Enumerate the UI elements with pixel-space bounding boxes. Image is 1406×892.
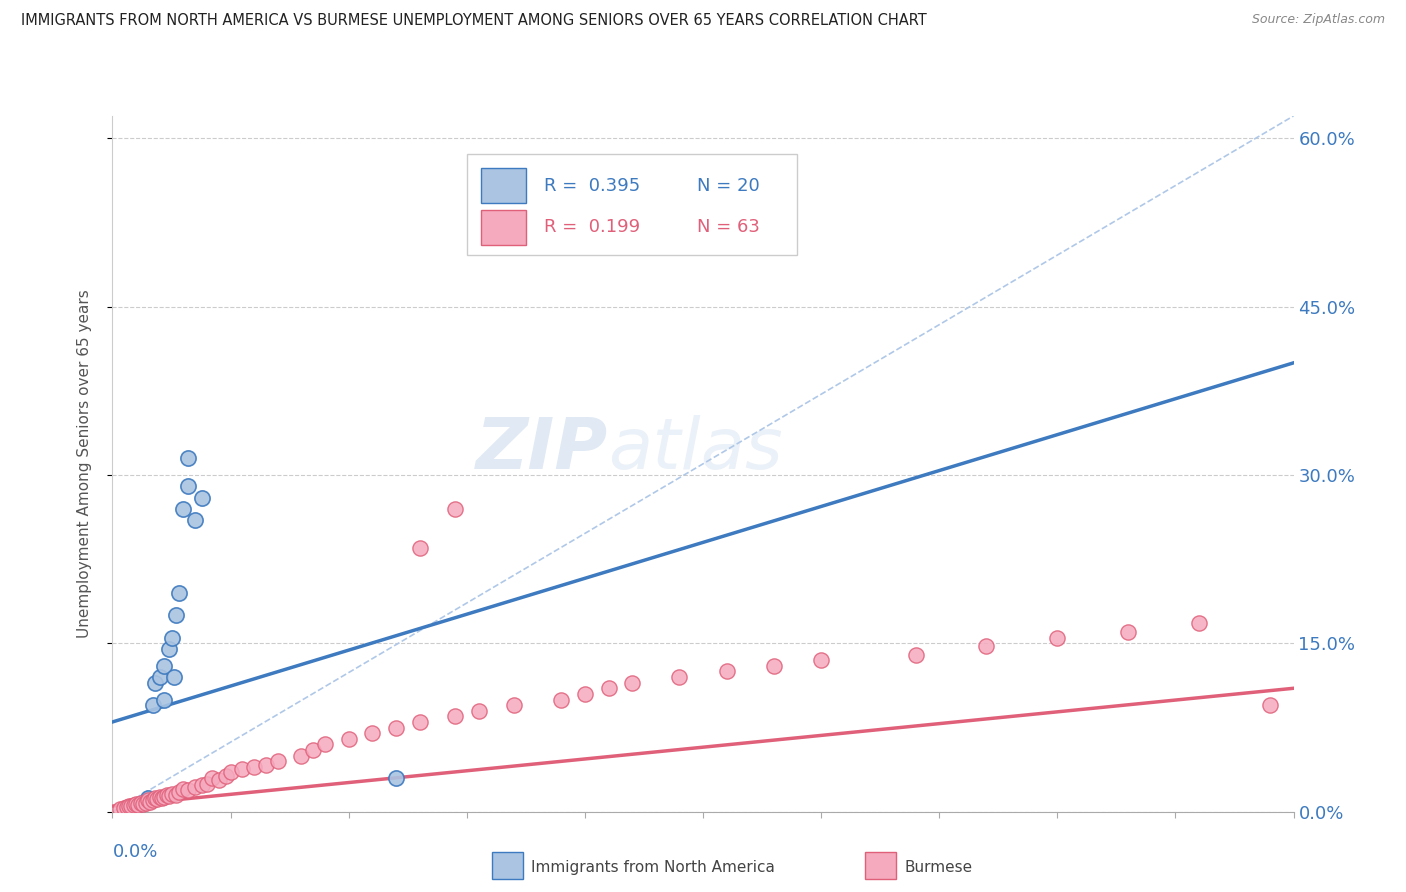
Point — [385, 721, 408, 735]
Text: ZIP: ZIP — [477, 416, 609, 484]
FancyBboxPatch shape — [467, 154, 797, 255]
Point — [142, 793, 165, 807]
Point — [976, 639, 998, 653]
Point — [120, 799, 142, 814]
Point — [444, 501, 467, 516]
Point — [122, 797, 145, 812]
Point — [191, 491, 214, 505]
Point — [153, 658, 176, 673]
Point — [139, 795, 162, 809]
Point — [157, 789, 180, 803]
Point — [191, 778, 214, 792]
Point — [136, 793, 159, 807]
Point — [149, 790, 172, 805]
Text: R =  0.395: R = 0.395 — [544, 177, 640, 194]
Point — [125, 799, 148, 814]
Point — [136, 791, 159, 805]
Point — [112, 801, 135, 815]
Point — [215, 769, 238, 783]
Point — [1116, 625, 1139, 640]
FancyBboxPatch shape — [481, 210, 526, 244]
Point — [165, 788, 187, 802]
Text: N = 63: N = 63 — [697, 219, 761, 236]
Point — [153, 790, 176, 805]
Point — [160, 787, 183, 801]
Text: 0.0%: 0.0% — [112, 843, 157, 861]
Point — [1258, 698, 1281, 712]
Point — [195, 777, 218, 791]
Point — [177, 783, 200, 797]
Point — [153, 692, 176, 706]
Point — [243, 760, 266, 774]
Point — [208, 773, 231, 788]
Text: Burmese: Burmese — [904, 860, 972, 874]
Point — [716, 665, 738, 679]
Point — [142, 698, 165, 712]
Text: Immigrants from North America: Immigrants from North America — [531, 860, 775, 874]
Text: R =  0.199: R = 0.199 — [544, 219, 640, 236]
Point — [231, 762, 253, 776]
Point — [668, 670, 690, 684]
Point — [444, 709, 467, 723]
Point — [904, 648, 927, 662]
Point — [160, 631, 183, 645]
Point — [337, 731, 360, 746]
Point — [385, 771, 408, 785]
Point — [163, 670, 186, 684]
Point — [127, 797, 149, 812]
Point — [156, 788, 179, 802]
Point — [574, 687, 596, 701]
Point — [184, 780, 207, 794]
Y-axis label: Unemployment Among Seniors over 65 years: Unemployment Among Seniors over 65 years — [77, 290, 91, 638]
Point — [157, 642, 180, 657]
Point — [143, 675, 166, 690]
Point — [150, 791, 173, 805]
Point — [135, 796, 157, 810]
Point — [115, 800, 138, 814]
Point — [118, 799, 141, 814]
Point — [290, 748, 312, 763]
Point — [125, 797, 148, 811]
Point — [467, 704, 489, 718]
Point — [167, 784, 190, 798]
Point — [408, 714, 430, 729]
Point — [167, 586, 190, 600]
Point — [132, 796, 155, 810]
Point — [408, 541, 430, 555]
Point — [177, 451, 200, 466]
Point — [143, 791, 166, 805]
Text: atlas: atlas — [609, 416, 783, 484]
FancyBboxPatch shape — [481, 169, 526, 203]
Text: IMMIGRANTS FROM NORTH AMERICA VS BURMESE UNEMPLOYMENT AMONG SENIORS OVER 65 YEAR: IMMIGRANTS FROM NORTH AMERICA VS BURMESE… — [21, 13, 927, 29]
Text: N = 20: N = 20 — [697, 177, 759, 194]
Point — [129, 796, 152, 810]
Point — [1188, 616, 1211, 631]
Point — [177, 479, 200, 493]
Point — [810, 653, 832, 667]
Point — [172, 501, 194, 516]
Point — [219, 765, 242, 780]
Point — [314, 738, 336, 752]
Point — [184, 513, 207, 527]
Point — [146, 792, 169, 806]
Point — [254, 757, 277, 772]
Point — [149, 670, 172, 684]
Point — [132, 797, 155, 811]
Point — [621, 675, 644, 690]
Point — [267, 754, 290, 768]
Point — [302, 743, 325, 757]
Point — [1046, 631, 1069, 645]
Point — [165, 608, 187, 623]
Point — [136, 793, 159, 807]
Point — [172, 782, 194, 797]
Point — [762, 658, 785, 673]
Text: Source: ZipAtlas.com: Source: ZipAtlas.com — [1251, 13, 1385, 27]
Point — [503, 698, 526, 712]
Point — [361, 726, 384, 740]
Point — [108, 802, 131, 816]
Point — [201, 771, 224, 785]
Point — [550, 692, 572, 706]
Point — [598, 681, 620, 696]
